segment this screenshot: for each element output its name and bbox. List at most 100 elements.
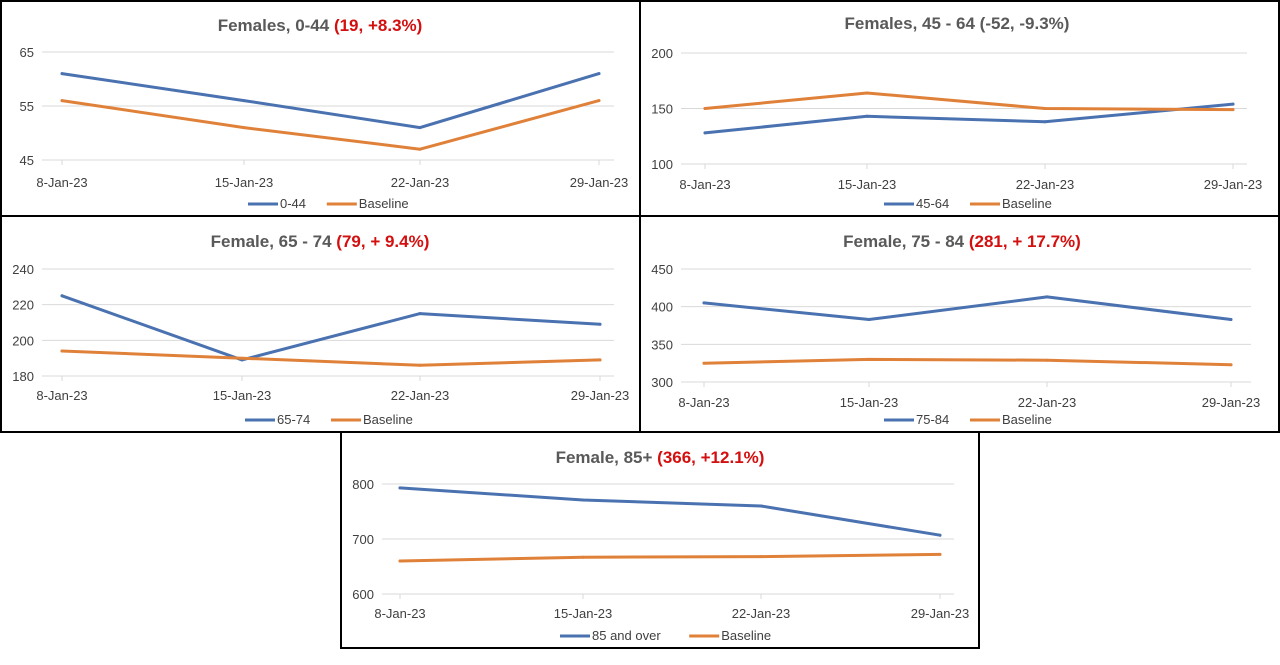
x-tick-label: 15-Jan-23: [838, 177, 897, 192]
data-point: [759, 504, 763, 508]
y-tick-label: 350: [651, 337, 673, 352]
data-point: [703, 131, 707, 135]
chart-title: Female, 85+ (366, +12.1%): [556, 448, 765, 467]
legend-label: Baseline: [1002, 412, 1052, 427]
chart-title-highlight: (79, + 9.4%): [332, 232, 430, 251]
y-tick-label: 45: [20, 153, 34, 168]
data-point: [1229, 318, 1233, 321]
series-line-baseline: [703, 91, 1235, 112]
legend-label: 0-44: [280, 196, 306, 211]
y-tick-label: 450: [651, 262, 673, 277]
chart-title: Female, 75 - 84 (281, + 17.7%): [843, 232, 1081, 251]
x-tick-label: 22-Jan-23: [1018, 395, 1077, 410]
x-tick-label: 15-Jan-23: [840, 395, 899, 410]
x-tick-label: 8-Jan-23: [36, 175, 87, 190]
data-point: [597, 72, 601, 76]
x-tick-label: 15-Jan-23: [213, 388, 272, 403]
y-tick-label: 240: [12, 262, 34, 277]
legend-label: Baseline: [1002, 196, 1052, 211]
chart-panel-female-65-74: Female, 65 - 74 (79, + 9.4%) 240 220 200 180…: [0, 215, 641, 433]
y-tick-label: 180: [12, 369, 34, 384]
line-chart-svg: Females, 0-44 (19, +8.3%) 65 55 458-Jan-23 1…: [20, 16, 629, 211]
y-tick-label: 55: [20, 99, 34, 114]
legend-label: 45-64: [916, 196, 949, 211]
chart-title-text: Female, 65 - 74: [211, 232, 333, 251]
chart-title: Females, 45 - 64 (-52, -9.3%): [845, 14, 1070, 33]
y-tick-label: 200: [12, 333, 34, 348]
chart-title: Females, 0-44 (19, +8.3%): [218, 16, 423, 35]
series-line-baseline: [702, 357, 1233, 367]
x-tick-label: 29-Jan-23: [911, 606, 970, 621]
data-point: [418, 126, 422, 130]
x-tick-label: 29-Jan-23: [571, 388, 630, 403]
chart-title-text: Female, 75 - 84: [843, 232, 965, 251]
y-tick-label: 400: [651, 300, 673, 315]
data-point: [398, 559, 402, 563]
data-point: [703, 107, 707, 110]
data-point: [938, 552, 942, 556]
series-line-group: [703, 102, 1235, 135]
x-tick-label: 29-Jan-23: [1202, 395, 1261, 410]
legend-label: Baseline: [363, 412, 413, 427]
data-point: [242, 126, 246, 130]
y-tick-label: 700: [352, 532, 374, 547]
data-point: [1231, 102, 1235, 106]
data-point: [1231, 108, 1235, 112]
data-point: [581, 555, 585, 559]
legend-label: 65-74: [277, 412, 310, 427]
line-chart-svg: Female, 65 - 74 (79, + 9.4%) 240 220 200 180…: [12, 232, 630, 427]
x-tick-label: 8-Jan-23: [374, 606, 425, 621]
data-point: [702, 361, 706, 365]
legend-label: 75-84: [916, 412, 949, 427]
series-line-group: [60, 294, 602, 362]
series-line-baseline: [60, 99, 601, 151]
chart-title-text: Female, 85+: [556, 448, 653, 467]
data-point: [581, 498, 585, 502]
y-tick-label: 800: [352, 477, 374, 492]
series-line-baseline: [60, 349, 602, 367]
x-tick-label: 8-Jan-23: [678, 395, 729, 410]
data-point: [60, 72, 64, 76]
chart-panel-females-0-44: Females, 0-44 (19, +8.3%) 65 55 45 8-Jan-23 1…: [0, 0, 641, 217]
y-tick-label: 100: [651, 157, 673, 172]
chart-title-highlight: (366, +12.1%): [652, 448, 764, 467]
data-point: [418, 363, 422, 367]
data-point: [1043, 120, 1047, 124]
x-tick-label: 22-Jan-23: [732, 606, 791, 621]
data-point: [418, 312, 422, 316]
data-point: [1043, 107, 1047, 110]
chart-title-highlight: (281, + 17.7%): [964, 232, 1081, 251]
chart-title-text: Females, 0-44: [218, 16, 330, 35]
y-tick-label: 200: [651, 46, 673, 61]
series-line-baseline: [398, 552, 942, 563]
data-point: [1045, 358, 1049, 362]
legend-label: Baseline: [359, 196, 409, 211]
line-chart-svg: Female, 75 - 84 (281, + 17.7%) 450 400 350 3…: [651, 232, 1261, 427]
data-point: [865, 91, 869, 95]
chart-title: Female, 65 - 74 (79, + 9.4%): [211, 232, 430, 251]
x-tick-label: 22-Jan-23: [1016, 177, 1075, 192]
x-tick-label: 22-Jan-23: [391, 388, 450, 403]
chart-title-highlight: (19, +8.3%): [329, 16, 422, 35]
data-point: [598, 358, 602, 362]
data-point: [702, 301, 706, 305]
series-line-group: [702, 295, 1233, 321]
y-tick-label: 65: [20, 45, 34, 60]
data-point: [938, 533, 942, 537]
data-point: [242, 99, 246, 103]
data-point: [1229, 363, 1233, 367]
chart-panel-female-75-84: Female, 75 - 84 (281, + 17.7%) 450 400 350 3…: [639, 215, 1280, 433]
line-chart-svg: Female, 85+ (366, +12.1%) 800 700 6008-Jan-…: [352, 448, 970, 643]
x-tick-label: 29-Jan-23: [1204, 177, 1263, 192]
data-point: [759, 555, 763, 559]
x-tick-label: 8-Jan-23: [679, 177, 730, 192]
chart-panel-females-45-64: Females, 45 - 64 (-52, -9.3%) 200 150 100 8-…: [639, 0, 1280, 217]
x-tick-label: 22-Jan-23: [391, 175, 450, 190]
data-point: [867, 318, 871, 321]
legend-label: 85 and over: [592, 628, 661, 643]
legend-label: Baseline: [721, 628, 771, 643]
y-tick-label: 600: [352, 587, 374, 602]
data-point: [240, 356, 244, 360]
x-tick-label: 15-Jan-23: [215, 175, 274, 190]
data-point: [598, 322, 602, 326]
